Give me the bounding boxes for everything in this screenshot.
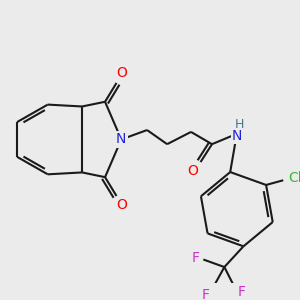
Text: N: N xyxy=(116,133,127,146)
Text: F: F xyxy=(238,284,246,298)
Text: F: F xyxy=(201,288,209,300)
Text: F: F xyxy=(192,250,200,265)
Text: O: O xyxy=(116,67,127,80)
Text: O: O xyxy=(188,164,198,178)
Text: Cl: Cl xyxy=(288,171,300,185)
Text: H: H xyxy=(235,118,244,131)
Text: N: N xyxy=(232,129,242,143)
Text: O: O xyxy=(116,198,127,212)
